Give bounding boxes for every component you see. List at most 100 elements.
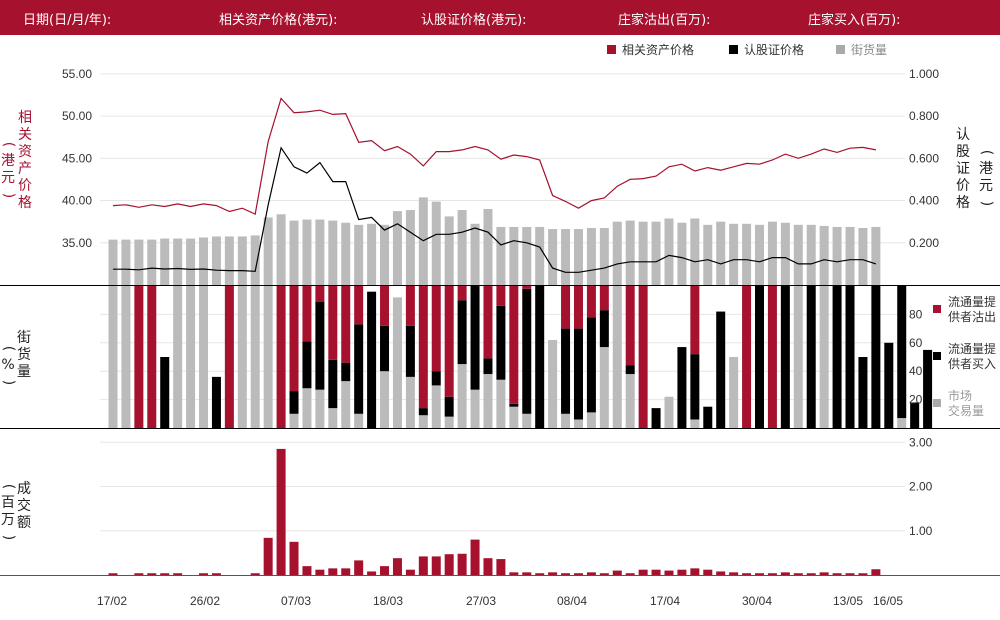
lp-sold-bar xyxy=(276,286,286,428)
outstanding-bar xyxy=(806,224,816,285)
turnover-bar xyxy=(548,572,558,575)
legend-sold-label-1: 流通量提 xyxy=(948,294,996,309)
turnover-bar xyxy=(108,573,118,575)
legend-underlying-swatch xyxy=(607,45,616,54)
date-tick-label: 26/02 xyxy=(190,594,220,608)
lp-bought-bar xyxy=(341,362,351,382)
turnover-bar xyxy=(703,569,713,575)
turnover-bar xyxy=(780,572,790,575)
outstanding-bar xyxy=(328,220,338,285)
turnover-bar xyxy=(729,572,739,575)
outstanding-bar xyxy=(134,239,144,285)
market-volume-bar xyxy=(431,385,441,428)
turnover-bar xyxy=(625,573,635,575)
warrant-chart: 相关资产价格 认股证价格 街货量 55.00 50.00 45.00 40.00 35.… xyxy=(0,42,1000,608)
market-volume-bar xyxy=(690,419,700,428)
lp-bought-bar xyxy=(586,317,596,413)
lp-bought-bar xyxy=(910,402,920,428)
outstanding-bar xyxy=(858,228,868,285)
outstanding-bar xyxy=(832,226,842,285)
lp-bought-bar xyxy=(703,406,713,428)
turnover-bar xyxy=(716,571,726,575)
turnover-bar xyxy=(289,541,299,575)
outstanding-bar xyxy=(470,223,480,285)
turnover-bar xyxy=(315,569,325,575)
right-axis-title-warrant: 认 股 证 价 格 xyxy=(956,127,970,211)
lp-bought-bar xyxy=(483,358,493,375)
market-volume-bar xyxy=(289,413,299,428)
date-tick-label: 16/05 xyxy=(873,594,903,608)
turnover-bar xyxy=(457,553,467,575)
outstanding-bar xyxy=(457,210,467,285)
turnover-bar xyxy=(263,537,273,575)
turnover-bar xyxy=(858,573,868,575)
turnover-bar xyxy=(276,448,286,575)
market-volume-bar xyxy=(561,413,571,428)
outstanding-bar xyxy=(638,221,648,285)
market-volume-bar xyxy=(586,412,596,428)
lp-bought-bar xyxy=(780,286,790,428)
outstanding-bar xyxy=(263,217,273,285)
warrant-price-label: 认股证价格(港元): xyxy=(421,13,527,28)
lp-bought-bar xyxy=(806,286,816,428)
turnover-bar xyxy=(819,572,829,575)
lp-sold-bar xyxy=(522,286,532,289)
outstanding-bar xyxy=(535,226,545,285)
lp-bought-bar xyxy=(211,376,221,428)
turnover-bar xyxy=(160,573,170,575)
lp-sold-bar xyxy=(224,286,234,428)
lp-sold-bar xyxy=(690,286,700,355)
turnover-bar xyxy=(250,573,260,575)
price-left-tick-label: 35.00 xyxy=(62,236,92,250)
market-volume-bar xyxy=(354,413,364,428)
lp-bought-bar xyxy=(884,342,894,428)
lp-bought-bar xyxy=(444,396,454,417)
lp-bought-bar xyxy=(380,325,390,372)
turnover-bar xyxy=(806,573,816,575)
market-volume-bar xyxy=(380,371,390,428)
turnover-bar xyxy=(147,573,157,575)
lp-sold-bar xyxy=(341,286,351,363)
underlying-price-line xyxy=(112,97,877,215)
warrant-price-line xyxy=(113,146,877,273)
turnover-bar xyxy=(755,573,764,575)
legend-mid: 流通量提 供者沽出 流通量提 供者买入 市场 交易量 xyxy=(933,294,996,418)
price-left-tick-label: 40.00 xyxy=(62,194,92,208)
turnover-bar xyxy=(599,573,609,575)
outstanding-bar xyxy=(664,218,674,285)
lp-sold-bar xyxy=(444,286,454,397)
lp-bought-bar xyxy=(858,357,868,428)
outstanding-bar xyxy=(315,219,325,285)
price-left-axis: 55.00 50.00 45.00 40.00 35.00 xyxy=(62,67,92,250)
lp-bought-bar xyxy=(354,324,364,414)
turnover-bar xyxy=(211,573,221,575)
lp-bought-bar xyxy=(625,365,635,375)
turnover-bar xyxy=(690,568,700,575)
lp-sold-bar xyxy=(134,286,144,428)
outstanding-bar xyxy=(586,228,596,285)
market-volume-bar xyxy=(548,339,558,428)
mid-tick-label: 20 xyxy=(909,393,923,407)
date-tick-label: 17/04 xyxy=(650,594,680,608)
date-tick-label: 27/03 xyxy=(466,594,496,608)
lp-bought-bar xyxy=(367,291,377,428)
lp-bought-bar xyxy=(651,408,661,428)
turnover-bar xyxy=(405,569,415,575)
outstanding-bar xyxy=(147,239,157,285)
market-volume-bar xyxy=(573,419,583,428)
lp-bought-bar xyxy=(160,357,170,428)
date-tick-label: 08/04 xyxy=(557,594,587,608)
turnover-bar xyxy=(509,572,519,575)
market-volume-bar xyxy=(108,286,118,428)
turnover-bar xyxy=(742,573,752,575)
outstanding-bar xyxy=(392,211,402,285)
market-volume-bar xyxy=(121,286,131,428)
turnover-bar xyxy=(380,566,390,575)
price-right-tick-label: 0.600 xyxy=(909,151,939,165)
lp-bought-bar xyxy=(457,300,467,365)
turnover-bar xyxy=(651,569,661,575)
turnover-bar xyxy=(302,566,312,575)
header-bar: 日期(日/月/年): 相关资产价格(港元): 认股证价格(港元): 庄家沽出(百… xyxy=(0,0,1000,35)
price-left-tick-label: 55.00 xyxy=(62,67,92,81)
outstanding-bar xyxy=(354,224,364,285)
